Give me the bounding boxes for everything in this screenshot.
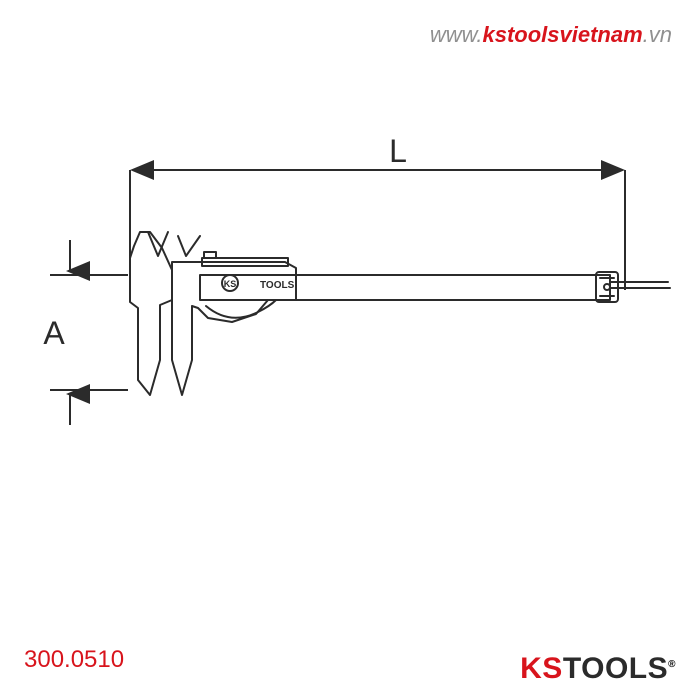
caliper-diagram: L A KS T (0, 0, 700, 700)
brand-logo-ks: KS (520, 652, 563, 685)
dimension-L-label: L (389, 133, 407, 169)
caliper-brand-logo: KS TOOLS (222, 275, 295, 291)
caliper-logo-ks: KS (224, 279, 237, 289)
caliper-logo-tools: TOOLS (260, 280, 295, 291)
caliper-outline: KS TOOLS (130, 232, 670, 395)
brand-logo-tools: TOOLS (563, 652, 668, 685)
product-code: 300.0510 (24, 646, 124, 674)
brand-logo: KSTOOLS® (520, 652, 676, 686)
dimension-A-label: A (43, 315, 65, 351)
dimension-A: A (43, 240, 128, 425)
brand-logo-reg: ® (668, 659, 676, 670)
